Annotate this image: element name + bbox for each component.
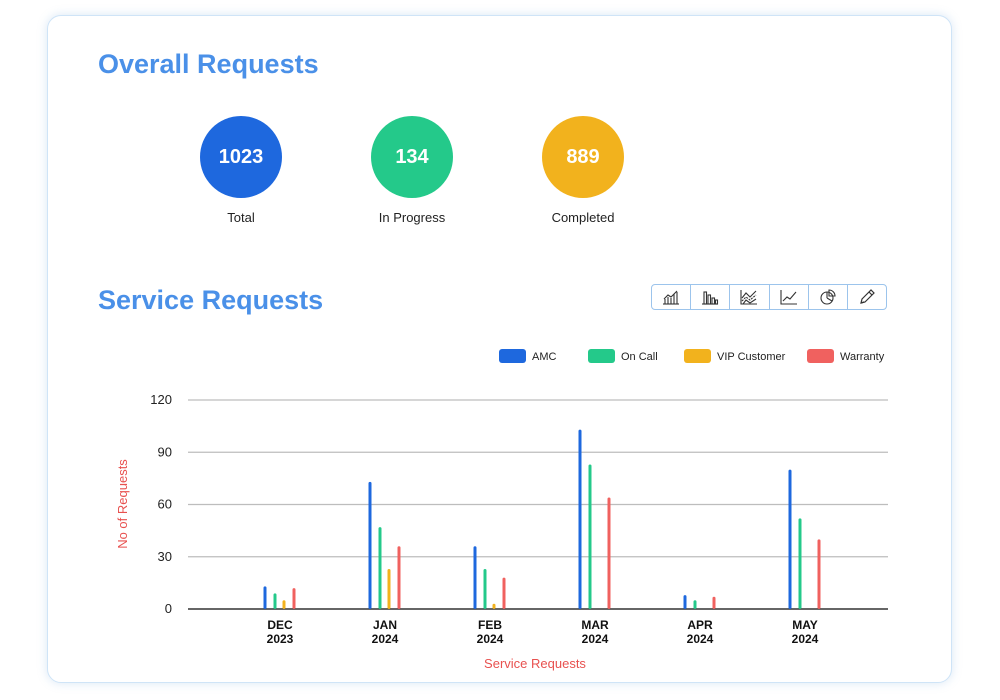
bar-amc [788,469,792,609]
dashboard-card: Overall Requests 1023 Total 134 In Progr… [47,15,952,683]
y-tick-label: 0 [165,601,172,616]
x-axis-label: Service Requests [484,656,586,671]
area-chart-icon [663,290,680,305]
chart-type-toolbar [651,284,887,310]
stat-total-circle: 1023 [200,116,282,198]
pie-chart-button[interactable] [809,285,848,309]
x-tick-label: MAR [581,618,609,632]
bar-on-call [798,518,802,609]
stat-in-progress-label: In Progress [378,210,446,225]
bar-on-call [378,527,382,609]
bar-warranty [712,596,716,609]
x-tick-label: 2024 [372,632,399,646]
y-tick-label: 60 [158,497,172,512]
legend-swatch [499,349,526,363]
stat-total-label: Total [227,210,255,225]
bar-on-call [273,593,277,609]
x-tick-label: 2024 [477,632,504,646]
legend-swatch [588,349,615,363]
x-tick-label: 2024 [687,632,714,646]
y-tick-label: 90 [158,444,172,459]
x-tick-label: 2024 [792,632,819,646]
bar-vip-customer [282,600,286,609]
x-tick-label: APR [687,618,713,632]
bar-amc [263,586,267,609]
bar-warranty [607,497,611,609]
bar-on-call [588,464,592,609]
x-tick-label: 2024 [582,632,609,646]
x-tick-label: MAY [792,618,818,632]
stat-total: 1023 Total [171,116,311,225]
legend-label: On Call [621,351,658,363]
legend-swatch [807,349,834,363]
x-tick-label: JAN [373,618,397,632]
bar-warranty [292,588,296,609]
stacked-chart-button[interactable] [730,285,770,309]
bar-on-call [693,600,697,609]
bar-warranty [502,577,506,609]
overall-requests-title: Overall Requests [98,49,319,79]
legend-swatch [684,349,711,363]
bar-vip-customer [492,603,496,609]
bar-amc [683,595,687,609]
x-tick-label: FEB [478,618,502,632]
legend-label: AMC [532,351,557,363]
y-tick-label: 30 [158,549,172,564]
stacked-chart-icon [740,290,758,305]
bar-warranty [817,539,821,609]
bar-warranty [397,546,401,609]
pencil-button[interactable] [848,285,886,309]
area-chart-button[interactable] [652,285,692,309]
x-tick-label: DEC [267,618,293,632]
pencil-icon [860,289,875,304]
bar-on-call [483,568,487,609]
y-axis-label: No of Requests [115,459,130,549]
line-chart-icon [780,290,797,305]
service-requests-title: Service Requests [98,285,324,315]
bar-chart-icon [702,291,719,305]
stat-completed-circle: 889 [542,116,624,198]
pie-chart-icon [820,289,836,305]
stat-in-progress: 134 In Progress [342,116,482,225]
legend-label: Warranty [840,351,885,363]
bar-amc [473,546,477,609]
stat-completed-value: 889 [566,145,600,168]
bar-vip-customer [387,568,391,609]
x-tick-label: 2023 [267,632,294,646]
line-chart-button[interactable] [770,285,809,309]
bar-chart-button[interactable] [691,285,731,309]
bar-amc [578,429,582,609]
stat-completed: 889 Completed [513,116,653,225]
bar-amc [368,481,372,609]
stat-in-progress-value: 134 [395,145,429,168]
legend-label: VIP Customer [717,351,786,363]
stat-total-value: 1023 [218,145,264,168]
stat-in-progress-circle: 134 [371,116,453,198]
y-tick-label: 120 [150,392,172,407]
stat-completed-label: Completed [551,210,615,225]
